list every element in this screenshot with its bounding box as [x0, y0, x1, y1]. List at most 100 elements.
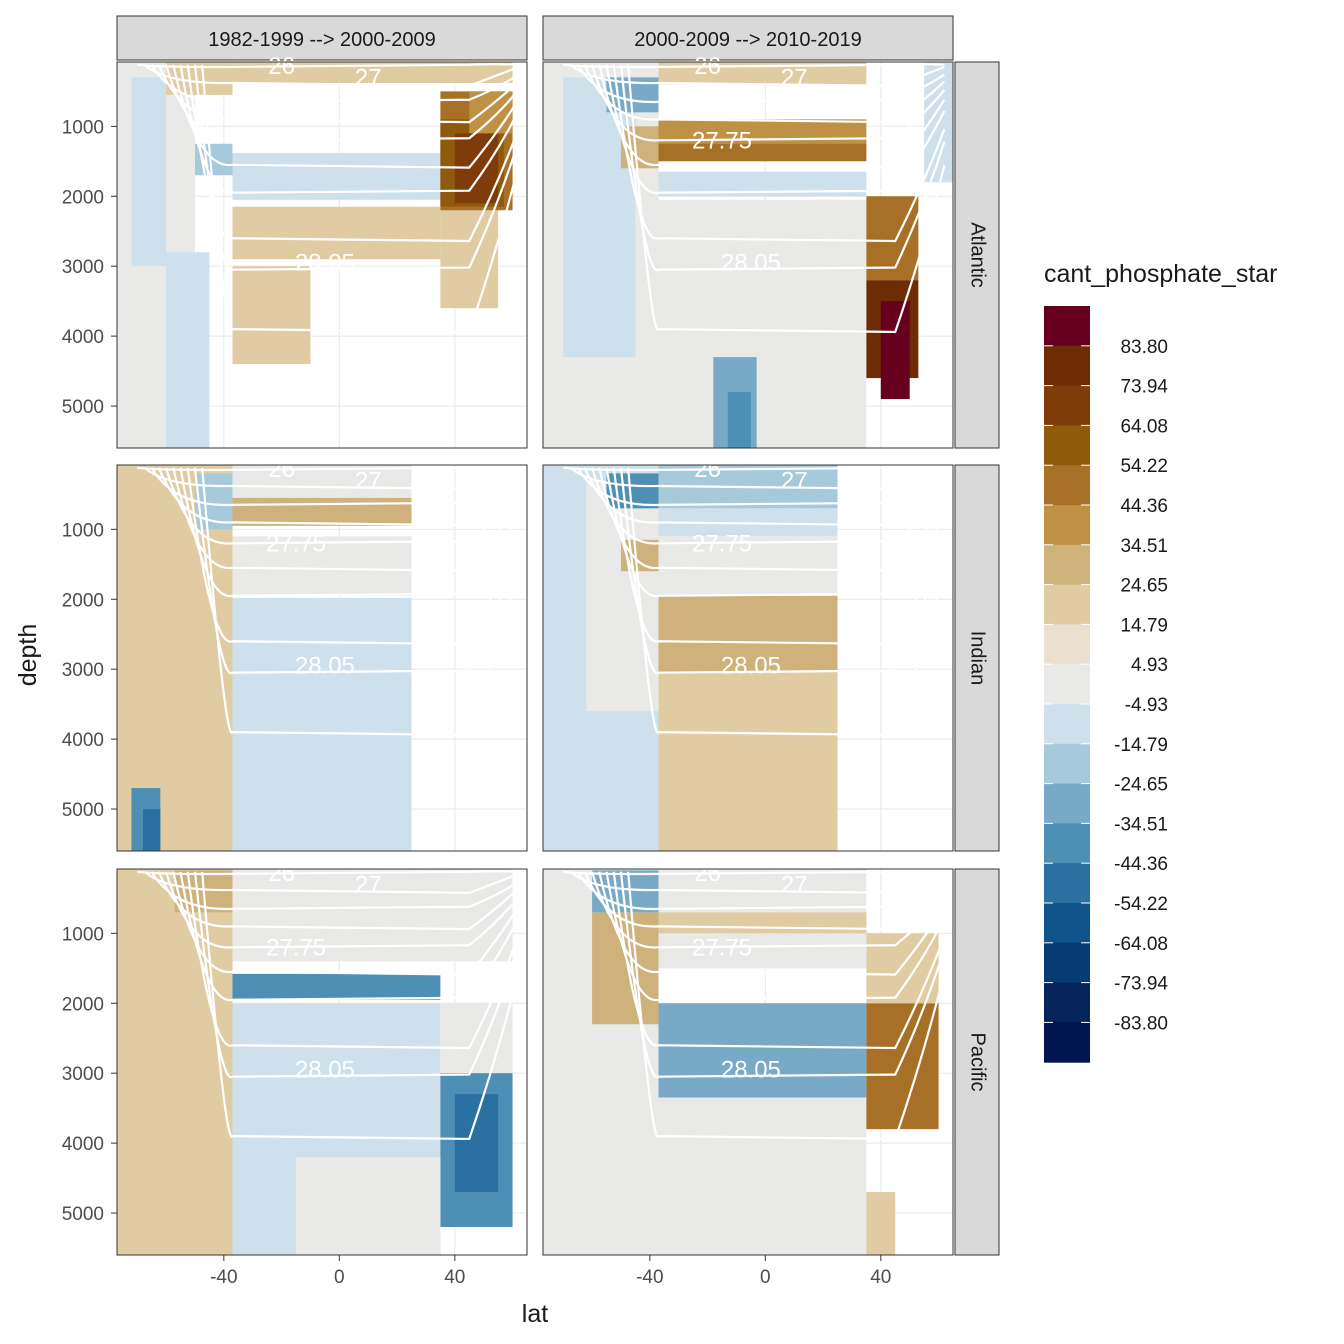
legend-label: 73.94 — [1120, 377, 1168, 398]
isopycnal-label: 26 — [694, 456, 721, 483]
facet-strip-row — [954, 868, 1000, 1256]
isopycnal-contour — [605, 64, 946, 195]
isopycnal-contour — [157, 64, 520, 124]
legend-label: -64.08 — [1114, 934, 1168, 955]
legend-color-step — [1044, 624, 1090, 665]
value-cell — [658, 595, 838, 673]
value-cell — [131, 77, 167, 267]
isopycnal-contour — [583, 871, 946, 931]
facet-panel: 26 27 27.75 28.05 — [542, 456, 954, 852]
y-tick-label: 4000 — [62, 327, 104, 348]
isopycnal-label: 26 — [268, 860, 295, 887]
facet-strip-row — [954, 61, 1000, 449]
value-cell — [469, 91, 513, 134]
x-tick-label: 40 — [870, 1267, 891, 1288]
isopycnal-contour — [172, 467, 520, 572]
isopycnal-label: 27 — [781, 871, 808, 898]
isopycnal-contour — [143, 466, 519, 490]
isopycnal-contour — [605, 871, 946, 1002]
facet-panel: 26 27 27.75 28.05 — [116, 456, 528, 852]
isopycnal-label: 26 — [268, 53, 295, 80]
isopycnal-contour — [179, 64, 520, 195]
isopycnal-label: 27 — [355, 871, 382, 898]
isopycnal-contour — [563, 466, 945, 472]
panel-border — [542, 868, 954, 1256]
y-tick-label: 1000 — [62, 117, 104, 138]
legend-label: -44.36 — [1114, 854, 1168, 875]
isopycnal-contour — [165, 871, 520, 949]
y-tick-label: 5000 — [62, 800, 104, 821]
legend-color-step — [1044, 584, 1090, 625]
isopycnal-label: 27.75 — [266, 530, 326, 557]
legend-label: 44.36 — [1120, 496, 1168, 517]
isopycnal-label: 27.75 — [692, 934, 752, 961]
isopycnal-contour — [569, 870, 945, 894]
value-cell — [866, 1192, 896, 1255]
value-cell — [658, 1097, 867, 1255]
isopycnal-contour — [598, 871, 946, 976]
isopycnal-contour — [201, 871, 520, 1141]
isopycnal-contour — [619, 64, 946, 272]
isopycnal-label: 26 — [694, 53, 721, 80]
value-cell — [658, 912, 867, 934]
isopycnal-contour — [612, 64, 946, 243]
value-cell — [142, 809, 161, 851]
x-axis-title: lat — [522, 1300, 548, 1328]
facet-strip-col — [116, 15, 528, 61]
panel-border — [116, 464, 528, 852]
facet-panel: 26 27 27.75 28.05 — [116, 53, 528, 449]
legend-label: -4.93 — [1125, 695, 1168, 716]
y-tick-label: 1000 — [62, 520, 104, 541]
isopycnal-label: 28.05 — [295, 250, 355, 277]
y-tick-label: 2000 — [62, 590, 104, 611]
legend-label: 34.51 — [1120, 536, 1168, 557]
legend-label: 54.22 — [1120, 456, 1168, 477]
isopycnal-label: 26 — [268, 456, 295, 483]
legend-color-step — [1044, 664, 1090, 705]
isopycnal-label: 27.75 — [266, 934, 326, 961]
isopycnal-contour — [619, 871, 946, 1079]
value-cell — [658, 536, 838, 596]
legend-color-step — [1044, 544, 1090, 586]
legend-label: 14.79 — [1120, 615, 1168, 636]
isopycnal-contour — [591, 467, 946, 545]
legend-color-step — [1044, 704, 1090, 745]
legend-label: 83.80 — [1120, 337, 1168, 358]
isopycnal-contour — [186, 64, 520, 243]
legend-color-step — [1044, 743, 1090, 785]
legend-title: cant_phosphate_star — [1044, 260, 1278, 288]
panel-border — [542, 464, 954, 852]
y-tick-label: 5000 — [62, 397, 104, 418]
isopycnal-label: 27 — [781, 467, 808, 494]
legend-label: -83.80 — [1114, 1013, 1168, 1034]
legend-color-step — [1044, 863, 1090, 904]
legend-color-step — [1044, 465, 1090, 506]
isopycnal-contour — [583, 64, 946, 124]
legend-color-step — [1044, 982, 1090, 1023]
legend-label: -34.51 — [1114, 814, 1168, 835]
legend-color-step — [1044, 306, 1090, 347]
isopycnal-label: 27 — [355, 467, 382, 494]
value-cell — [727, 392, 751, 448]
isopycnal-contour — [201, 467, 520, 737]
isopycnal-contour — [157, 871, 520, 931]
isopycnal-label: 26 — [694, 860, 721, 887]
x-tick-label: -40 — [210, 1267, 237, 1288]
value-cell — [368, 62, 513, 83]
value-cell — [232, 536, 412, 596]
isopycnal-label: 27 — [355, 64, 382, 91]
legend-color-step — [1044, 425, 1090, 466]
y-tick-label: 3000 — [62, 660, 104, 681]
legend-label: 4.93 — [1131, 655, 1168, 676]
isopycnal-label: 27.75 — [266, 127, 326, 154]
value-cell — [592, 912, 659, 1025]
value-cell — [232, 973, 441, 1000]
facet-strip-row — [954, 464, 1000, 852]
isopycnal-label: 28.05 — [295, 1057, 355, 1084]
value-cell — [232, 206, 441, 260]
isopycnal-contour — [583, 467, 946, 527]
value-cell — [658, 143, 867, 162]
isopycnal-contour — [627, 467, 946, 737]
isopycnal-contour — [619, 467, 946, 675]
legend-label: -73.94 — [1114, 974, 1168, 995]
